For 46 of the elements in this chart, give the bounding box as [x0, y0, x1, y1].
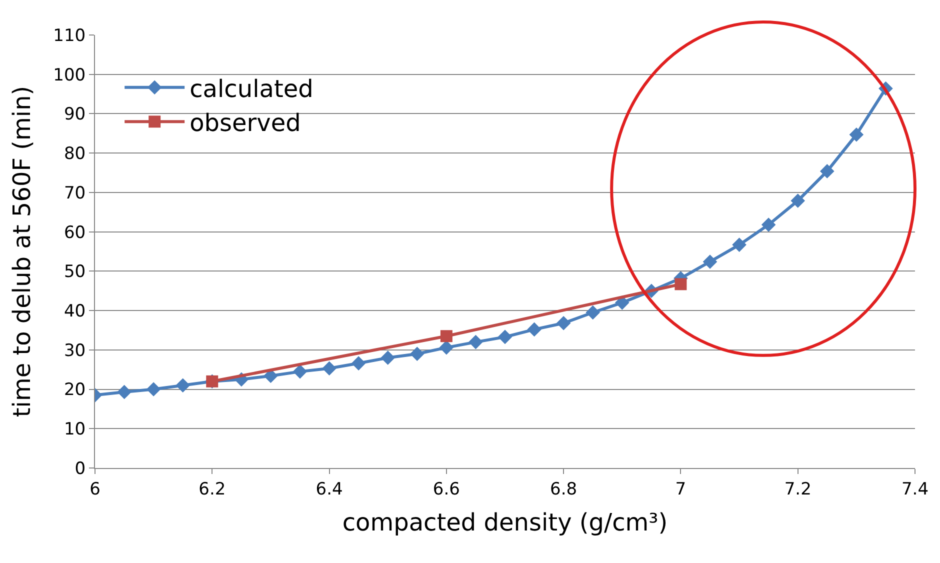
y-tick-label: 10 — [64, 420, 86, 440]
y-axis-title: time to delub at 560F (min) — [8, 86, 36, 418]
x-tick-label: 6 — [90, 479, 100, 500]
y-tick-label: 100 — [53, 65, 86, 86]
x-tick-label: 6.8 — [550, 479, 578, 500]
point — [410, 346, 424, 361]
y-tick-label: 70 — [64, 183, 86, 204]
y-tick-label: 60 — [64, 222, 86, 243]
y-tick-label: 0 — [74, 458, 86, 479]
point — [556, 316, 571, 330]
point — [790, 194, 806, 208]
point — [468, 334, 483, 350]
x-tick-label: 7.2 — [784, 479, 812, 500]
x-tick-label: 7.4 — [901, 479, 929, 500]
point — [146, 382, 161, 396]
x-axis-title: compacted density (g/cm³) — [342, 508, 668, 537]
point — [527, 322, 542, 337]
y-tick-label: 30 — [64, 340, 86, 361]
legend-label: calculated — [190, 74, 314, 103]
x-tick-label: 6.6 — [432, 479, 460, 500]
point — [732, 238, 746, 252]
point — [292, 364, 308, 379]
point — [820, 164, 834, 178]
point — [439, 340, 454, 355]
legend-label: observed — [190, 108, 301, 137]
point — [351, 356, 366, 370]
y-tick-label: 20 — [64, 380, 86, 400]
point — [849, 127, 864, 142]
x-tick-label: 6.4 — [316, 479, 343, 500]
x-tick-label: 6.2 — [198, 479, 226, 500]
y-tick-label: 40 — [64, 302, 86, 322]
point — [322, 361, 336, 376]
point — [674, 278, 687, 290]
point — [440, 330, 452, 342]
y-tick-label: 90 — [64, 104, 86, 125]
point — [498, 330, 512, 344]
y-tick-label: 80 — [64, 144, 86, 164]
point — [702, 254, 718, 269]
point — [176, 378, 190, 392]
point — [380, 350, 396, 365]
y-tick-label: 50 — [64, 262, 86, 282]
point — [117, 384, 132, 400]
point — [586, 305, 600, 320]
point — [761, 218, 776, 232]
y-tick-label: 110 — [53, 26, 86, 46]
x-tick-label: 7 — [675, 479, 686, 500]
